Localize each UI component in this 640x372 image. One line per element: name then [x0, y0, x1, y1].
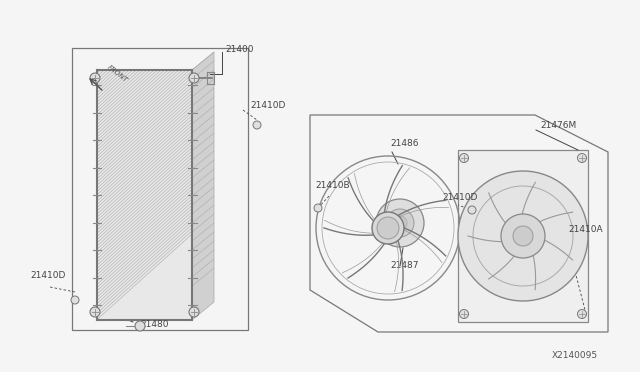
Circle shape: [458, 171, 588, 301]
Circle shape: [253, 121, 261, 129]
Text: 21487: 21487: [390, 261, 419, 270]
Text: 21410D: 21410D: [250, 101, 285, 110]
Circle shape: [468, 206, 476, 214]
Text: 21400: 21400: [225, 45, 253, 54]
Circle shape: [376, 199, 424, 247]
Text: FRONT: FRONT: [106, 64, 129, 83]
Circle shape: [372, 212, 404, 244]
Text: 21476M: 21476M: [540, 121, 576, 130]
Circle shape: [189, 307, 199, 317]
Circle shape: [90, 73, 100, 83]
Polygon shape: [97, 70, 192, 320]
Circle shape: [189, 73, 199, 83]
Circle shape: [90, 307, 100, 317]
Circle shape: [71, 296, 79, 304]
Text: 21410D: 21410D: [442, 193, 477, 202]
Circle shape: [135, 321, 145, 331]
Text: 21410D: 21410D: [30, 271, 65, 280]
Bar: [72, 48, 248, 330]
Circle shape: [386, 209, 414, 237]
Bar: [458, 150, 588, 322]
Text: X2140095: X2140095: [552, 351, 598, 360]
Circle shape: [501, 214, 545, 258]
Text: 21410A: 21410A: [568, 225, 603, 234]
Circle shape: [314, 204, 322, 212]
Circle shape: [577, 310, 586, 318]
Circle shape: [460, 310, 468, 318]
Text: 21480: 21480: [140, 320, 168, 329]
Polygon shape: [192, 52, 214, 320]
Text: 21410B: 21410B: [315, 181, 349, 190]
Circle shape: [377, 217, 399, 239]
Circle shape: [460, 154, 468, 163]
Text: 21486: 21486: [390, 139, 419, 148]
Circle shape: [393, 216, 407, 230]
Circle shape: [577, 154, 586, 163]
Circle shape: [513, 226, 533, 246]
